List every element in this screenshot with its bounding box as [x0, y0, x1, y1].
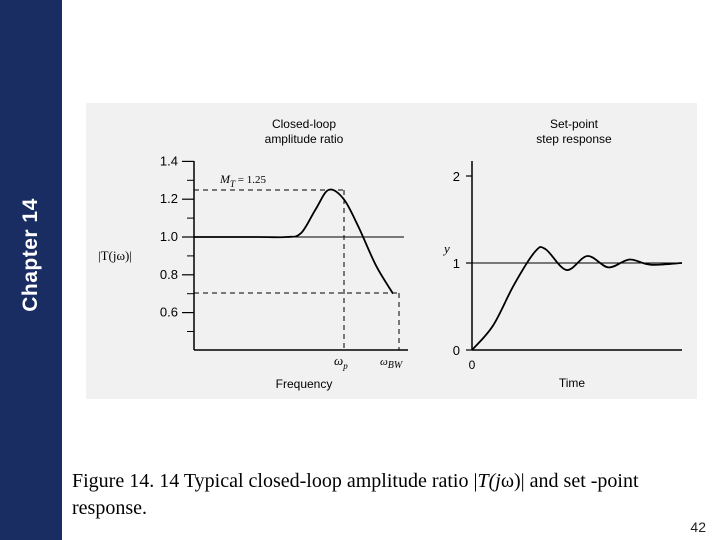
chapter-sidebar: Chapter 14	[0, 0, 62, 540]
caption-part1: Figure 14. 14 Typical closed-loop amplit…	[72, 470, 478, 492]
mt-label: MT = 1.25	[219, 172, 266, 189]
amplitude-ratio-curve	[194, 188, 394, 295]
left-y-tick-label: 1.2	[160, 191, 178, 206]
right-x-label: Time	[559, 376, 586, 390]
caption-part2: ω)| and set -point response.	[72, 470, 639, 519]
left-y-tick-label: 0.6	[160, 305, 178, 320]
right-title-line2: step response	[536, 132, 612, 146]
right-y-ticks: 2 1 0	[453, 169, 472, 358]
left-y-tick-label: 0.8	[160, 267, 178, 282]
right-y-tick-label: 0	[453, 343, 460, 358]
left-y-tick-label: 1.0	[160, 229, 178, 244]
figure-svg: Closed-loop amplitude ratio 1.4 1.2 1.0 0.8…	[98, 117, 683, 391]
right-title-line1: Set-point	[550, 117, 599, 131]
omega-bw-label: ωBW	[380, 356, 404, 371]
page-number: 42	[690, 519, 706, 535]
right-y-label: y	[442, 241, 450, 256]
caption-italic: T(j	[477, 470, 501, 492]
right-plot: Set-point step response 2 1 0 y 0 Time	[442, 117, 683, 390]
left-plot: Closed-loop amplitude ratio 1.4 1.2 1.0 0.8…	[98, 117, 408, 391]
left-title-line2: amplitude ratio	[265, 132, 344, 146]
right-y-tick-label: 1	[453, 256, 460, 271]
left-y-ticks: 1.4 1.2 1.0 0.8 0.6	[160, 153, 194, 332]
omega-p-label: ωp	[334, 353, 348, 371]
left-y-label: |T(jω)|	[98, 248, 132, 263]
figure-panel: Closed-loop amplitude ratio 1.4 1.2 1.0 0.8…	[86, 103, 697, 399]
right-x-origin-label: 0	[469, 358, 476, 372]
chapter-label: Chapter 14	[19, 198, 42, 312]
left-y-tick-label: 1.4	[160, 153, 178, 168]
right-y-tick-label: 2	[453, 169, 460, 184]
left-x-label: Frequency	[276, 377, 333, 391]
step-response-curve	[471, 246, 683, 351]
figure-caption: Figure 14. 14 Typical closed-loop amplit…	[72, 468, 702, 522]
left-title-line1: Closed-loop	[272, 117, 336, 131]
